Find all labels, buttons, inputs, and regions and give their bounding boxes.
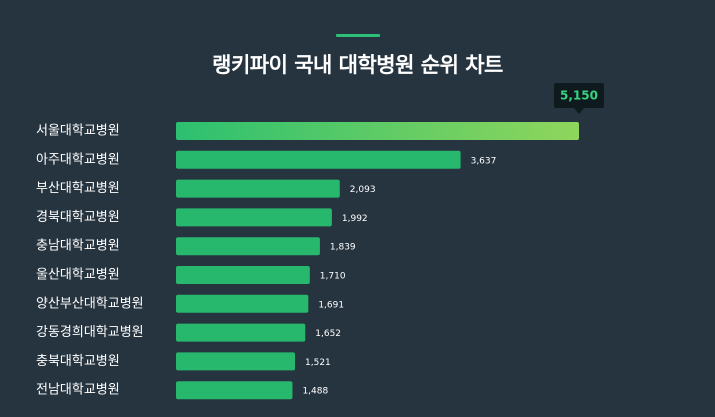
category-label: 서울대학교병원 bbox=[36, 124, 120, 139]
value-label: 1,710 bbox=[320, 272, 346, 282]
value-label: 1,839 bbox=[330, 243, 356, 253]
chart-title: 랭키파이 국내 대학병원 순위 차트 bbox=[212, 53, 503, 77]
bar[interactable] bbox=[176, 266, 310, 284]
value-label: 3,637 bbox=[471, 156, 497, 166]
value-label: 1,652 bbox=[315, 329, 341, 339]
title-accent-line bbox=[336, 34, 380, 37]
bar[interactable] bbox=[176, 150, 461, 169]
tooltip-value: 5,150 bbox=[560, 89, 598, 103]
tooltip-arrow bbox=[574, 108, 584, 114]
value-tooltip: 5,150 bbox=[554, 83, 604, 114]
category-label: 부산대학교병원 bbox=[36, 181, 120, 196]
bar[interactable] bbox=[176, 122, 579, 140]
bar[interactable] bbox=[176, 352, 296, 371]
value-label: 1,691 bbox=[318, 300, 344, 310]
category-label: 충북대학교병원 bbox=[36, 354, 120, 369]
category-label: 충남대학교병원 bbox=[36, 239, 120, 254]
bar[interactable] bbox=[176, 237, 320, 256]
bar[interactable] bbox=[176, 323, 306, 342]
bar[interactable] bbox=[176, 179, 340, 198]
category-label: 아주대학교병원 bbox=[36, 152, 120, 167]
bar[interactable] bbox=[176, 381, 293, 400]
value-label: 1,992 bbox=[342, 214, 368, 224]
category-label: 강동경희대학교병원 bbox=[36, 325, 144, 340]
bar[interactable] bbox=[176, 208, 332, 227]
bar[interactable] bbox=[176, 294, 309, 313]
category-label: 전남대학교병원 bbox=[36, 383, 120, 398]
tooltip-box bbox=[554, 83, 604, 108]
category-label: 울산대학교병원 bbox=[36, 268, 120, 283]
value-label: 1,521 bbox=[305, 358, 331, 368]
category-label: 경북대학교병원 bbox=[36, 210, 120, 225]
value-label: 1,488 bbox=[302, 387, 328, 397]
value-label: 2,093 bbox=[350, 185, 376, 195]
category-label: 양산부산대학교병원 bbox=[36, 296, 144, 311]
